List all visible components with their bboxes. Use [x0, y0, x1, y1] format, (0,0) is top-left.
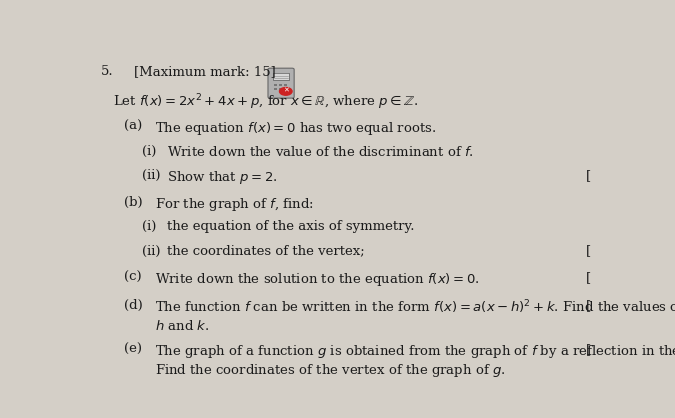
Text: Show that $p = 2$.: Show that $p = 2$. [167, 169, 277, 186]
Text: (d): (d) [124, 298, 142, 312]
Text: [: [ [585, 343, 591, 356]
Text: [: [ [585, 298, 591, 312]
Bar [279, 88, 282, 90]
Text: $h$ and $k$.: $h$ and $k$. [155, 319, 209, 333]
Text: [: [ [585, 169, 591, 182]
Bar [274, 88, 277, 90]
Text: [Maximum mark: 15]: [Maximum mark: 15] [134, 65, 276, 78]
Text: (c): (c) [124, 270, 141, 284]
Text: the equation of the axis of symmetry.: the equation of the axis of symmetry. [167, 220, 414, 233]
Text: 5.: 5. [101, 65, 114, 78]
Bar [273, 73, 290, 80]
Text: [: [ [585, 245, 591, 257]
Text: (a): (a) [124, 120, 142, 133]
Text: Find the coordinates of the vertex of the graph of $g$.: Find the coordinates of the vertex of th… [155, 362, 506, 380]
Text: [: [ [585, 270, 591, 284]
Text: (i): (i) [142, 220, 157, 233]
Bar [279, 84, 282, 86]
Bar [274, 84, 277, 86]
Text: The graph of a function $g$ is obtained from the graph of $f$ by a reflection in: The graph of a function $g$ is obtained … [155, 343, 675, 360]
FancyBboxPatch shape [268, 68, 294, 98]
Circle shape [279, 87, 292, 95]
Text: (ii): (ii) [142, 169, 161, 182]
Text: (ii): (ii) [142, 245, 161, 257]
Text: (i): (i) [142, 145, 157, 158]
Text: Write down the solution to the equation $f(x) = 0$.: Write down the solution to the equation … [155, 270, 480, 288]
Text: The equation $f(x) = 0$ has two equal roots.: The equation $f(x) = 0$ has two equal ro… [155, 120, 436, 138]
Text: (e): (e) [124, 343, 142, 356]
Text: The function $f$ can be written in the form $f(x) = a(x - h)^2 + k$. Find the va: The function $f$ can be written in the f… [155, 298, 675, 317]
Text: For the graph of $f$, find:: For the graph of $f$, find: [155, 196, 314, 213]
Text: the coordinates of the vertex;: the coordinates of the vertex; [167, 245, 364, 257]
Text: Write down the value of the discriminant of $f$.: Write down the value of the discriminant… [167, 145, 474, 159]
Bar [284, 84, 287, 86]
Text: (b): (b) [124, 196, 142, 209]
Text: ✕: ✕ [283, 88, 289, 94]
Text: Let $f(x) = 2x^2 + 4x + p$, for $x \in \mathbb{R}$, where $p \in \mathbb{Z}$.: Let $f(x) = 2x^2 + 4x + p$, for $x \in \… [113, 93, 419, 112]
